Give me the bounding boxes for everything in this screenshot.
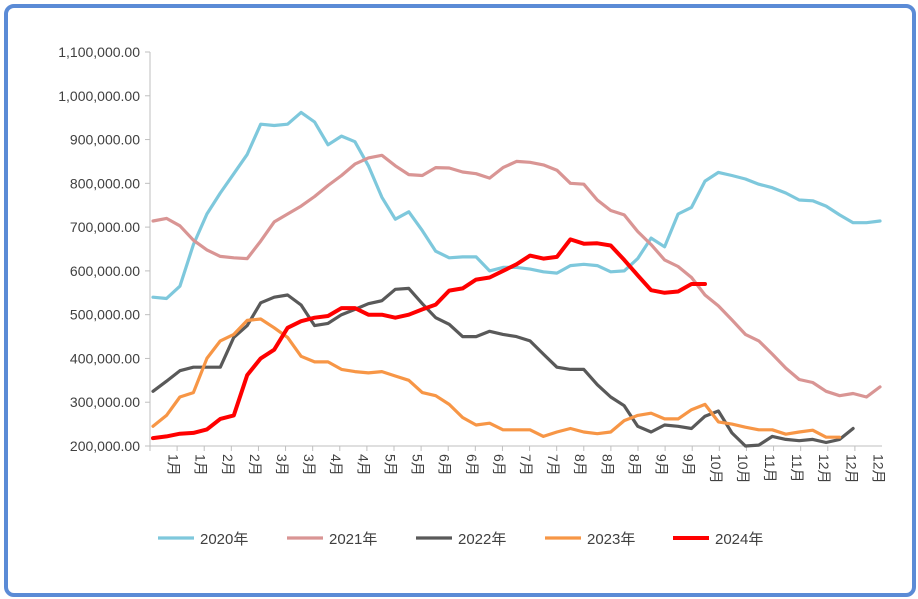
x-tick-label: 6月 <box>464 454 480 476</box>
x-tick-label: 6月 <box>491 454 507 476</box>
x-tick-label: 3月 <box>301 454 317 476</box>
y-tick-label: 800,000.00 <box>70 175 140 191</box>
x-tick-label: 2月 <box>247 454 263 476</box>
x-tick-label: 12月 <box>843 454 859 484</box>
x-tick-label: 11月 <box>789 454 805 483</box>
y-tick-label: 200,000.00 <box>70 438 140 454</box>
x-tick-label: 3月 <box>274 454 290 476</box>
y-tick-label: 400,000.00 <box>70 350 140 366</box>
x-tick-label: 4月 <box>355 454 371 476</box>
y-tick-label: 600,000.00 <box>70 263 140 279</box>
x-axis: 1月 1月 2月 2月 3月 3月 4月 4月 5月 5月 6月 6月 6月 7月 7月 8月 8月 8月 9月 9月… <box>149 445 886 484</box>
series-line-4 <box>151 317 842 439</box>
x-tick-label: 5月 <box>382 454 398 476</box>
legend-label: 2020年 <box>200 531 248 548</box>
y-tick-label: 1,100,000.00 <box>58 44 140 60</box>
x-tick-label: 12月 <box>870 454 886 484</box>
series-layer <box>151 110 882 448</box>
legend: 2020年 2021年 2022年 2023年 2024年 <box>158 531 763 548</box>
y-tick-label: 1,000,000.00 <box>58 88 140 104</box>
series-line-1 <box>151 110 882 301</box>
x-tick-label: 1月 <box>166 454 182 476</box>
legend-label: 2024年 <box>715 531 763 548</box>
legend-label: 2021年 <box>329 531 377 548</box>
series-line-5 <box>151 237 707 441</box>
x-tick-label: 4月 <box>328 454 344 476</box>
chart-frame <box>4 4 916 597</box>
series-line-3 <box>151 286 855 448</box>
y-tick-label: 900,000.00 <box>70 132 140 148</box>
x-tick-label: 12月 <box>816 454 832 484</box>
x-tick-label: 1月 <box>193 454 209 476</box>
x-tick-label: 8月 <box>572 454 588 476</box>
x-tick-label: 11月 <box>762 454 778 483</box>
legend-label: 2022年 <box>458 531 506 548</box>
x-tick-label: 10月 <box>735 454 751 484</box>
y-tick-label: 300,000.00 <box>70 394 140 410</box>
series-line-2 <box>151 153 882 399</box>
x-tick-label: 10月 <box>708 454 724 484</box>
x-tick-label: 9月 <box>654 454 670 476</box>
x-tick-label: 7月 <box>518 454 534 476</box>
x-tick-label: 7月 <box>545 454 561 476</box>
y-tick-label: 700,000.00 <box>70 219 140 235</box>
y-axis: 200,000.00 300,000.00 400,000.00 500,000.00… <box>58 44 151 454</box>
x-tick-label: 8月 <box>599 454 615 476</box>
legend-label: 2023年 <box>587 531 635 548</box>
x-tick-label: 9月 <box>681 454 697 476</box>
x-tick-label: 6月 <box>437 454 453 476</box>
y-tick-label: 500,000.00 <box>70 307 140 323</box>
x-tick-label: 8月 <box>626 454 642 476</box>
x-tick-label: 5月 <box>410 454 426 476</box>
x-tick-label: 2月 <box>220 454 236 476</box>
